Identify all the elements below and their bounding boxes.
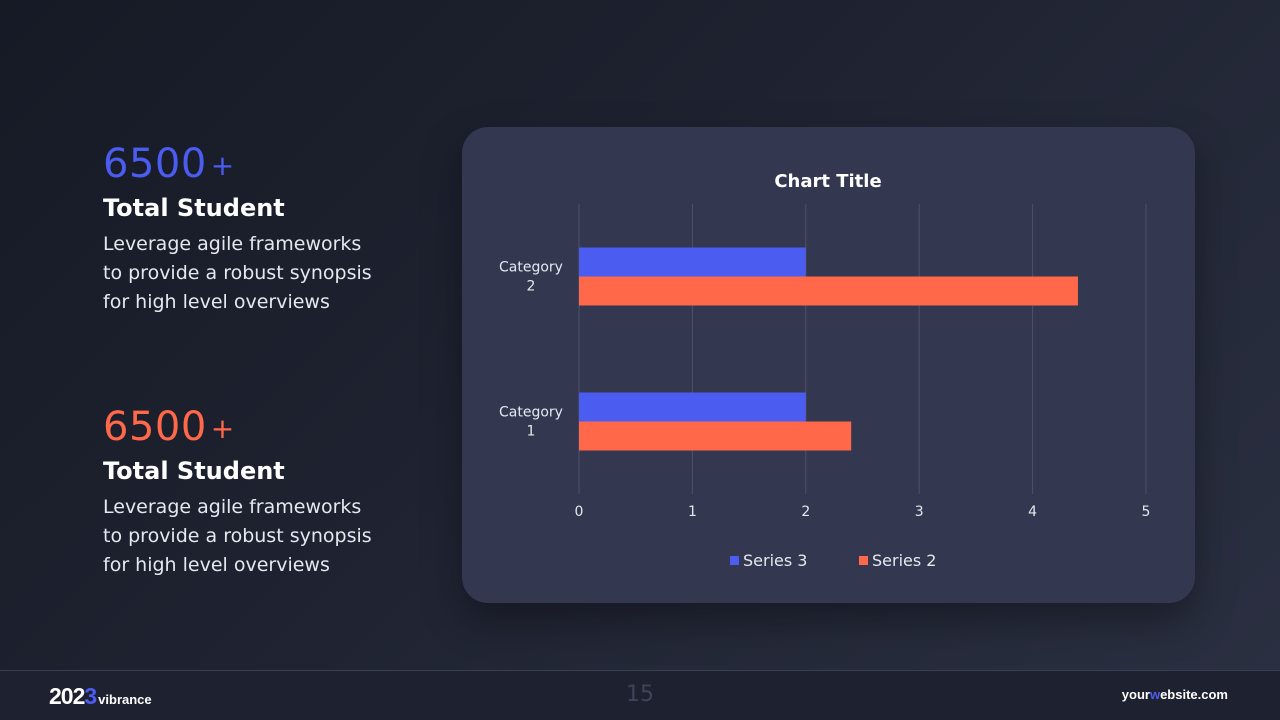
bar-series-2 [579,276,1078,306]
bar-series-3 [579,392,806,422]
legend-swatch [859,556,868,565]
y-category-label: 2 [527,279,536,295]
stat-description: Leverage agile frameworks to provide a r… [103,230,393,317]
stat-number: 6500 + [103,404,235,450]
chart-title: Chart Title [774,171,881,192]
footer: 2023 vibrance 15 yourwebsite.com [0,670,1280,720]
stat-description-line: for high level overviews [103,291,330,313]
bar-series-2 [579,421,852,451]
x-tick-label: 4 [1028,504,1037,520]
bar-chart: Chart Title 0 1 2 3 4 5 Category 1 Category 2 Serie… [499,171,1151,570]
brand-year: 2023 [49,683,97,709]
x-tick-label: 2 [801,504,810,520]
stat-heading: Total Student [103,457,285,485]
stat-heading: Total Student [103,194,285,222]
stat-suffix: + [210,412,235,445]
stat-number: 6500 + [103,141,235,187]
chart-card: Chart Title 0 1 2 3 4 5 Category 1 Category 2 Serie… [462,127,1195,603]
page-number: 15 [626,682,654,707]
y-category-label: 1 [527,424,536,440]
stat-block-2: 6500 + Total Student Leverage agile frame… [103,405,393,580]
legend-label: Series 2 [872,551,936,570]
stat-description-line: to provide a robust synopsis [103,525,372,547]
x-tick-label: 5 [1142,504,1151,520]
x-tick-label: 3 [915,504,924,520]
stat-description: Leverage agile frameworks to provide a r… [103,493,393,580]
stat-description-line: for high level overviews [103,554,330,576]
y-category-label: Category [499,260,563,276]
website-link[interactable]: yourwebsite.com [1121,687,1228,702]
y-category-label: Category [499,405,563,421]
legend-swatch [730,556,739,565]
brand-logo: 2023 vibrance [49,683,152,710]
stat-description-line: Leverage agile frameworks [103,233,362,255]
x-tick-label: 0 [575,504,584,520]
legend-label: Series 3 [743,551,807,570]
stat-block-1: 6500 + Total Student Leverage agile frame… [103,142,393,317]
bar-series-3 [579,247,806,277]
brand-name: vibrance [98,692,152,707]
stat-description-line: to provide a robust synopsis [103,262,372,284]
x-tick-label: 1 [688,504,697,520]
stat-description-line: Leverage agile frameworks [103,496,362,518]
stat-suffix: + [210,149,235,182]
